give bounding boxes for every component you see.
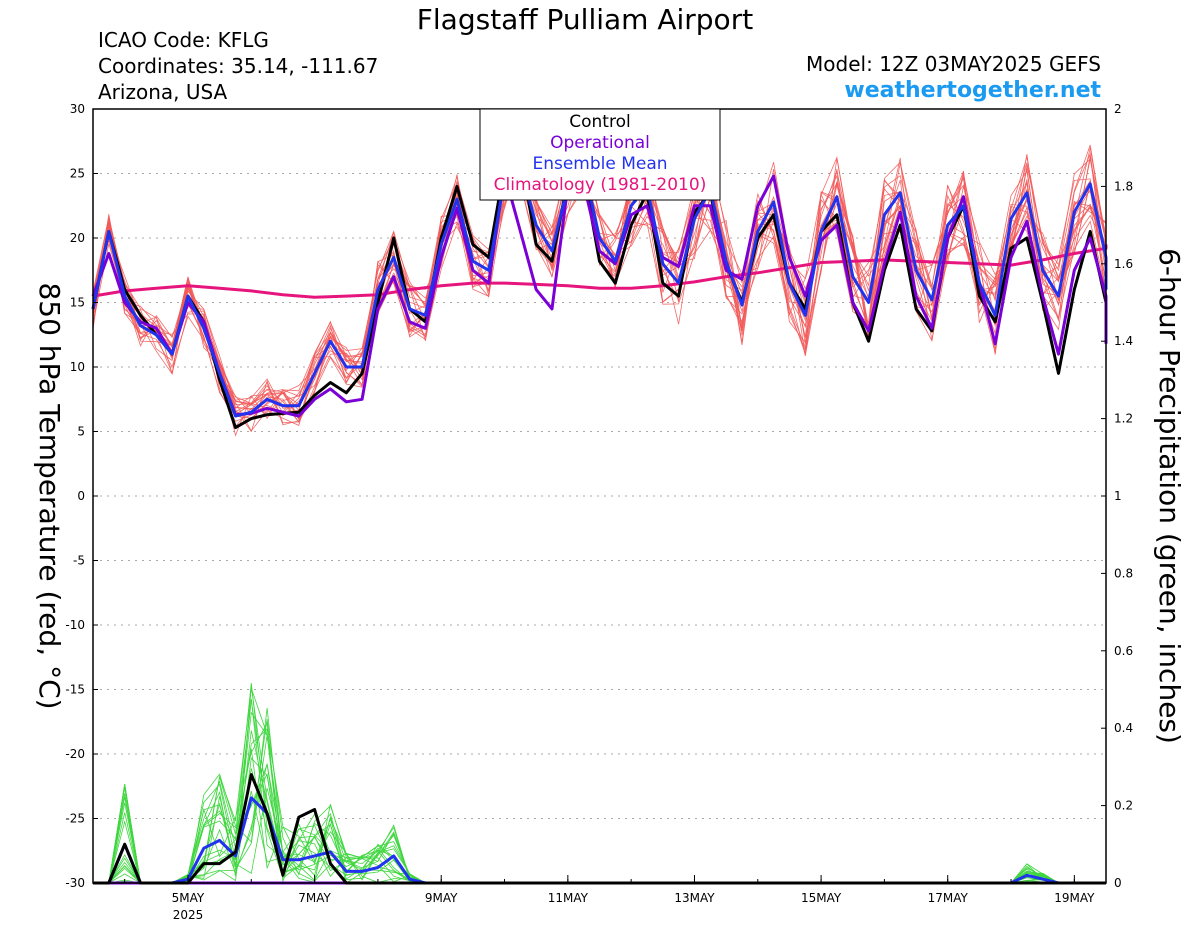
right-tick-label: 1.2 xyxy=(1114,412,1133,426)
legend-operational: Operational xyxy=(550,133,650,153)
chart-title: Flagstaff Pulliam Airport xyxy=(417,3,753,36)
coordinates: Coordinates: 35.14, -111.67 xyxy=(98,54,378,78)
model-label: Model: 12Z 03MAY2025 GEFS xyxy=(806,52,1101,76)
temperature-member-line xyxy=(92,152,1107,416)
left-tick-label: -25 xyxy=(65,812,85,826)
x-axis-ticks: 5MAY 2025 7MAY 9MAY 11MAY 13MAY 15MAY 17MAY 19MA… xyxy=(124,875,1095,922)
legend-climatology: Climatology (1981-2010) xyxy=(494,175,707,195)
right-axis-ticks: 2 1.8 1.6 1.4 1.2 1 0.8 0.6 0.4 0.2 0 xyxy=(1101,102,1133,890)
legend-control: Control xyxy=(569,112,630,132)
right-tick-label: 1.6 xyxy=(1114,257,1133,271)
icao-code: ICAO Code: KFLG xyxy=(98,28,269,52)
right-tick-label: 2 xyxy=(1114,102,1122,116)
legend-ensemble-mean: Ensemble Mean xyxy=(532,154,667,174)
x-tick-label: 15MAY xyxy=(801,891,842,905)
temp-operational-line xyxy=(91,172,1108,418)
temperature-member-line xyxy=(92,147,1107,422)
right-tick-label: 0.6 xyxy=(1114,644,1133,658)
left-tick-label: 30 xyxy=(70,102,85,116)
temp-ensemble-mean-line xyxy=(91,165,1108,418)
x-tick-label: 11MAY xyxy=(548,891,589,905)
left-axis-label: 850 hPa Temperature (red, °C) xyxy=(33,282,66,709)
left-tick-label: -5 xyxy=(73,554,85,568)
right-axis-label: 6-hour Precipitation (green, inches) xyxy=(1153,248,1186,744)
right-tick-label: 0.8 xyxy=(1114,566,1133,580)
legend: Control Operational Ensemble Mean Climat… xyxy=(479,108,721,201)
x-tick-label: 19MAY xyxy=(1054,891,1095,905)
left-tick-label: 5 xyxy=(77,425,85,439)
left-tick-label: -15 xyxy=(65,683,85,697)
temperature-member-line xyxy=(92,151,1107,414)
right-tick-label: 1.8 xyxy=(1114,179,1133,193)
left-tick-label: 0 xyxy=(77,489,85,503)
x-tick-label: 13MAY xyxy=(674,891,715,905)
right-tick-label: 0.4 xyxy=(1114,721,1133,735)
x-tick-sublabel: 2025 xyxy=(173,908,204,922)
location: Arizona, USA xyxy=(98,80,228,104)
right-tick-label: 0 xyxy=(1114,876,1122,890)
left-tick-label: 25 xyxy=(70,167,85,181)
x-tick-label: 5MAY xyxy=(172,891,205,905)
left-tick-label: 15 xyxy=(70,296,85,310)
legend-box xyxy=(479,108,721,201)
left-tick-label: -30 xyxy=(65,876,85,890)
left-tick-label: 20 xyxy=(70,231,85,245)
right-tick-label: 1 xyxy=(1114,489,1122,503)
left-tick-label: 10 xyxy=(70,360,85,374)
left-tick-label: -20 xyxy=(65,747,85,761)
right-tick-label: 1.4 xyxy=(1114,334,1133,348)
temperature-member-line xyxy=(92,145,1107,420)
x-tick-label: 17MAY xyxy=(928,891,969,905)
temp-climatology-line xyxy=(92,244,1108,299)
right-tick-label: 0.2 xyxy=(1114,799,1133,813)
temperature-member-line xyxy=(92,154,1107,421)
left-axis-ticks: 30 25 20 15 10 5 0 -5 -10 -15 -20 -25 -30 xyxy=(65,102,98,890)
x-tick-label: 7MAY xyxy=(298,891,331,905)
website-label: weathertogether.net xyxy=(844,78,1101,103)
x-tick-label: 9MAY xyxy=(425,891,458,905)
left-tick-label: -10 xyxy=(65,618,85,632)
